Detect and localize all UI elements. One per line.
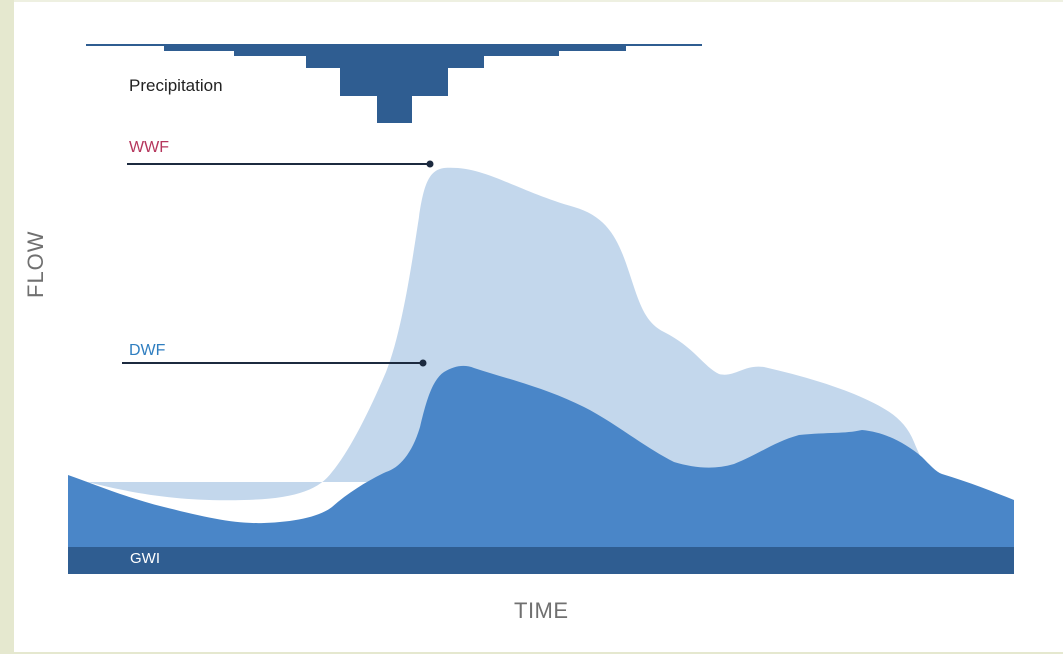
gwi-band [68, 547, 1014, 574]
wwf-label: WWF [129, 139, 169, 156]
dwf-label: DWF [129, 342, 166, 359]
diagram-canvas: Precipitation WWF DWF GWI TIME FLOW [14, 0, 1063, 652]
precipitation-label: Precipitation [129, 76, 223, 95]
dwf-leader-dot [419, 359, 427, 367]
flow-diagram-svg [68, 44, 1014, 574]
y-axis-label: FLOW [23, 230, 48, 298]
x-axis-label: TIME [514, 598, 569, 623]
precipitation-hyetograph [86, 44, 702, 123]
dwf-area [68, 365, 1014, 547]
wwf-leader-dot [426, 160, 434, 168]
gwi-label: GWI [130, 550, 160, 567]
wwf-area [68, 167, 936, 501]
